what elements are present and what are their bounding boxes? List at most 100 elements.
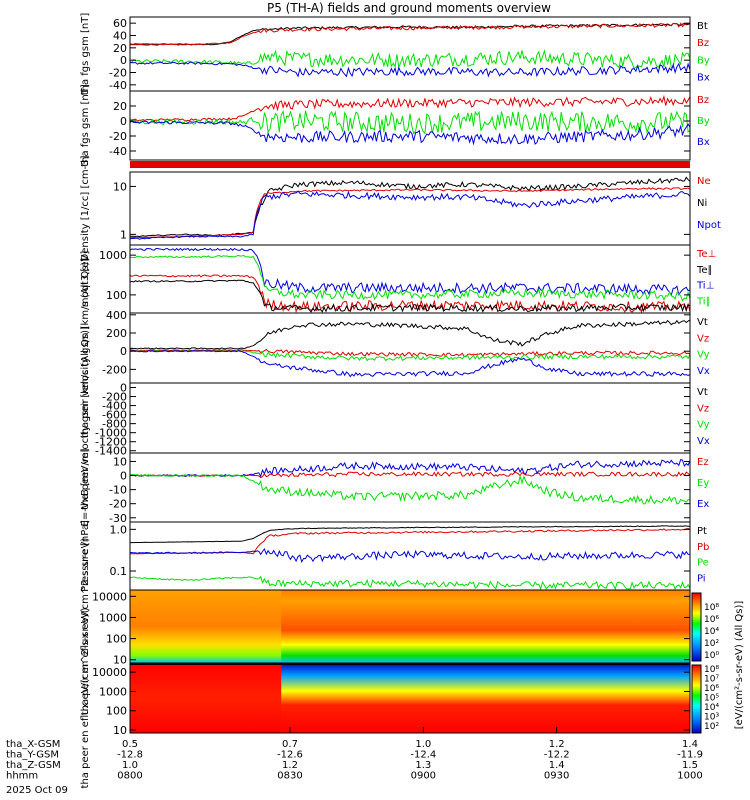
- y-tick-label: 1: [120, 228, 127, 241]
- y-axis-label: tha fgs gsm [nT]: [80, 84, 91, 167]
- y-axis-label: Density [1/cc] [cm-3]: [80, 155, 91, 261]
- y-tick-label: -1400: [95, 445, 127, 458]
- y-tick-label: 0: [120, 54, 127, 67]
- axis-row-value: 0930: [544, 771, 569, 782]
- axis-row-value: 0830: [277, 771, 302, 782]
- axis-row-label: tha_Z-GSM: [6, 760, 61, 771]
- y-tick-label: 60: [113, 17, 127, 30]
- colorbar-tick: 10⁰: [704, 651, 719, 661]
- axis-row-value: -11.9: [677, 750, 703, 761]
- axis-row-value: 1.0: [415, 739, 431, 750]
- colorbar-tick: 10⁶: [704, 684, 719, 694]
- colorbar-tick: 10⁶: [704, 615, 719, 625]
- axis-row-label: tha_X-GSM: [6, 739, 60, 750]
- panel-density: 10 1 Density [1/cc] [cm-3] Ne Ni Npot: [80, 155, 721, 261]
- series-Bz: [129, 94, 691, 122]
- y-tick-label: -20: [109, 498, 127, 511]
- y-tick-label: -200: [102, 391, 127, 404]
- panel-frame: [129, 171, 691, 246]
- legend-Vy: Vy: [697, 350, 710, 361]
- legend-Bz: Bz: [697, 95, 709, 106]
- axis-row-value: 1.4: [549, 760, 565, 771]
- y-tick-label: 0: [120, 470, 127, 483]
- axis-row-value: 1.4: [682, 739, 698, 750]
- y-tick-label: 10: [113, 455, 127, 468]
- legend-Vz: Vz: [697, 403, 709, 414]
- y-tick-label: 10: [113, 654, 127, 667]
- series-By: [129, 109, 691, 135]
- y-tick-label: -1000: [95, 427, 127, 440]
- y-tick-label: 100: [106, 289, 127, 302]
- axis-row-value: 0.5: [122, 739, 138, 750]
- y-tick-label: -600: [102, 409, 127, 422]
- series-Ne: [129, 187, 691, 239]
- legend-Ni: Ni: [697, 198, 707, 209]
- legend-Te⊥: Te⊥: [696, 249, 716, 260]
- series-Npot: [129, 190, 691, 240]
- y-tick-label: -1200: [95, 436, 127, 449]
- y-tick-label: 1000: [99, 249, 127, 262]
- axis-row-value: -12.8: [117, 750, 143, 761]
- panel-efield: 10 0-10-20-30 E=-VxB [mV/m] Ez Ey Ex: [80, 448, 709, 526]
- y-tick-label: 0: [120, 345, 127, 358]
- y-axis-label: tha peir en eflux eV/(cm^2-s-sr-eV): [80, 538, 91, 716]
- axis-row-value: 1.5: [682, 760, 698, 771]
- panel-frame: [129, 382, 691, 454]
- series-Vx: [129, 350, 691, 378]
- colorbar-tick: 10²: [704, 722, 719, 732]
- y-axis-label: Pressure [nPa]: [80, 520, 91, 592]
- legend-Vx: Vx: [697, 436, 710, 447]
- colorbar-tick: 10⁷: [704, 675, 719, 685]
- heatmap-pre-boundary: [130, 590, 282, 663]
- y-tick-label: 10: [113, 180, 127, 193]
- y-axis-label: tha fgs gsm [nT]: [80, 13, 91, 96]
- series-Bx: [129, 120, 691, 146]
- y-axis-label: tha peir velocity gsm [km/s (All Qs)]: [80, 258, 91, 439]
- y-tick-label: -20: [109, 130, 127, 143]
- y-tick-label: 1.0: [110, 523, 128, 536]
- y-tick-label: 100: [106, 705, 127, 718]
- flag-strip: [130, 161, 690, 168]
- colorbar-upper: [691, 592, 702, 662]
- series-Pe: [129, 575, 691, 591]
- series-Pt: [130, 525, 691, 544]
- legend-Vt: Vt: [697, 317, 708, 328]
- colorbar-tick: 10²: [704, 639, 719, 649]
- legend-Vy: Vy: [697, 420, 710, 431]
- legend-Bz: Bz: [697, 38, 709, 49]
- y-tick-label: -30: [109, 512, 127, 525]
- series-Vt: [129, 319, 691, 350]
- legend-Ex: Ex: [697, 499, 709, 510]
- colorbar-tick: 10⁴: [704, 627, 719, 637]
- legend-Pb: Pb: [697, 542, 709, 553]
- axis-row-value: 1.2: [549, 739, 565, 750]
- series-Te∥: [129, 279, 691, 313]
- legend-Te∥: Te∥: [696, 265, 713, 276]
- panel-frame: [129, 452, 691, 523]
- legend-Npot: Npot: [697, 220, 721, 231]
- axis-row-value: 0900: [411, 771, 436, 782]
- y-tick-label: -800: [102, 418, 127, 431]
- legend-Ez: Ez: [697, 457, 709, 468]
- colorbar-tick: 10⁸: [704, 665, 719, 675]
- series-Ez: [130, 471, 691, 479]
- panel-frame: [129, 90, 691, 161]
- series-Ex: [129, 459, 691, 478]
- colorbar-tick: 10⁴: [704, 703, 719, 713]
- colorbar-label: [eV/(cm²-s-sr-eV) (All Qs)]: [734, 601, 745, 730]
- y-tick-label: 20: [113, 100, 127, 113]
- y-tick-label: 0.1: [110, 565, 128, 578]
- panel-frame: [129, 16, 691, 92]
- y-axis-label: moqt3 [eV]: [80, 251, 91, 308]
- y-tick-label: 0: [120, 382, 127, 395]
- legend-Ne: Ne: [697, 176, 711, 187]
- legend-Bx: Bx: [697, 73, 710, 84]
- y-tick-label: 100: [106, 633, 127, 646]
- legend-Vz: Vz: [697, 333, 709, 344]
- panel-fgs_gsm_zoom: 20 0 -20 -40 tha fgs gsm [nT] Bz By Bx: [80, 84, 710, 167]
- colorbar-tick: 10³: [704, 713, 719, 723]
